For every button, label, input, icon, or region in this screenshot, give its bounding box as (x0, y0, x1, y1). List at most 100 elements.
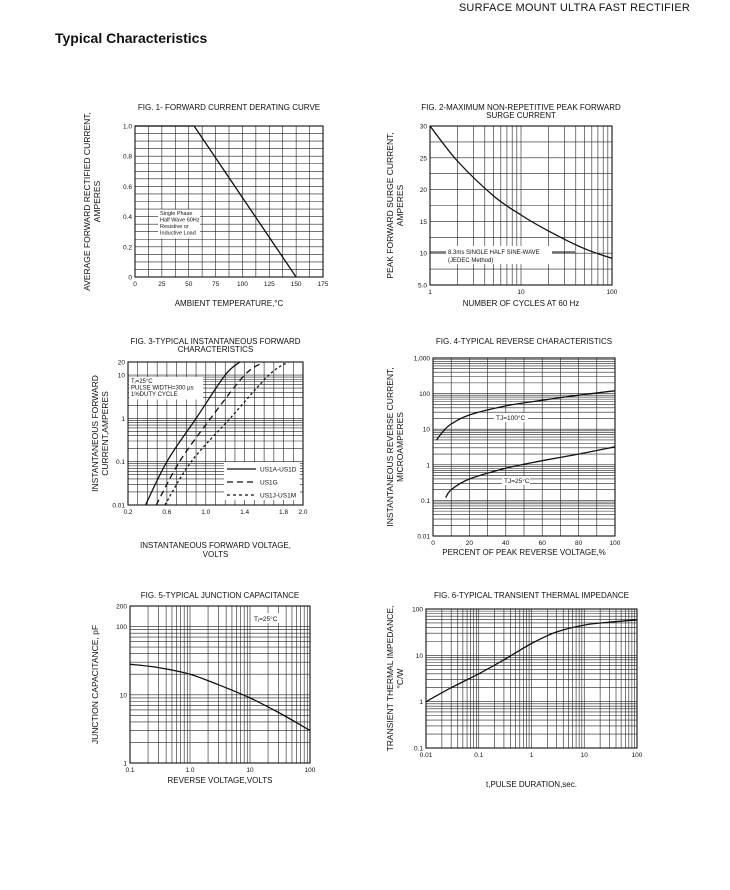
x-tick-label: 0.1 (474, 752, 483, 759)
y-tick-label: 0 (128, 275, 132, 282)
series-label-tj100: TJ=100°C (496, 414, 525, 422)
chart-fig1: 0 25 50 75 100 125 150 175 0 0.2 0.4 0.6 0.8 1.0 FIG. … (82, 103, 329, 308)
x-axis-label: t,PULSE DURATION,sec. (486, 780, 577, 789)
series-line-tj-100-c (436, 390, 616, 441)
plot-frame (127, 361, 304, 506)
x-tick-label: 1.0 (201, 509, 210, 516)
y-tick-label: 1 (426, 462, 430, 469)
x-tick-label: 0.01 (420, 752, 433, 759)
y-axis-label: AMPERES (395, 184, 405, 226)
x-tick-label: 100 (237, 281, 248, 288)
y-tick-label: 0.8 (123, 154, 132, 161)
x-tick-label: 1.4 (240, 509, 249, 516)
chart-title: SURGE CURRENT (486, 111, 556, 120)
x-axis-label: INSTANTANEOUS FORWARD VOLTAGE, (140, 541, 291, 550)
temperature-note: Tⱼ=25°C (254, 615, 278, 623)
x-tick-label: 10 (517, 289, 525, 296)
x-tick-label: 10 (246, 767, 254, 774)
y-axis-label: MICROAMPERES (395, 412, 405, 482)
x-axis-label: NUMBER OF CYCLES AT 60 Hz (463, 299, 580, 308)
page-header-title: SURFACE MOUNT ULTRA FAST RECTIFIER (458, 2, 690, 14)
y-tick-label: 100 (419, 391, 430, 398)
series-label-bg (502, 476, 530, 485)
series-line (129, 663, 311, 731)
chart-title: FIG. 5-TYPICAL JUNCTION CAPACITANCE (141, 591, 300, 600)
chart-fig3: 0.2 0.6 1.0 1.4 1.8 2.0 0.01 0.1 1 10 20 FIG. 3-TYP… (90, 337, 308, 559)
y-tick-label: 0.1 (116, 459, 125, 466)
y-tick-label: 0.4 (123, 214, 132, 221)
y-tick-label: 10 (120, 692, 128, 699)
y-tick-label: 10 (423, 427, 431, 434)
legend-label: US1J-US1M (260, 493, 296, 500)
series-label-bg (494, 413, 528, 422)
series-line (135, 125, 297, 278)
load-condition-note: Half Wave 60Hz (160, 218, 200, 224)
plot-frame (134, 125, 324, 278)
x-tick-label: 150 (291, 281, 302, 288)
test-condition-note: Tⱼ=25°C (131, 379, 153, 385)
x-tick-label: 0.6 (162, 509, 171, 516)
y-axis-label: °C/W (395, 669, 405, 689)
x-tick-label: 125 (264, 281, 275, 288)
chart-title: CHARACTERISTICS (178, 345, 254, 354)
chart-fig5: 0.1 1.0 10 100 1 10 100 200 FIG. 5-TYPICAL JUNCT… (90, 591, 316, 785)
x-axis-label: VOLTS (203, 550, 229, 559)
y-tick-label: 0.01 (112, 503, 125, 510)
load-condition-note: Inductive Load (160, 231, 196, 237)
x-tick-label: 0 (133, 281, 137, 288)
y-axis-label: JUNCTION CAPACITANCE, pF (90, 625, 100, 744)
x-tick-label: 100 (607, 289, 618, 296)
x-tick-label: 25 (158, 281, 166, 288)
y-tick-label: 1 (123, 761, 127, 768)
y-tick-label: 200 (116, 604, 127, 611)
series-label-tj25: TJ=25°C (504, 477, 530, 485)
x-tick-label: 100 (305, 767, 316, 774)
x-tick-label: 60 (539, 540, 547, 547)
chart-fig4: 0 20 40 60 80 100 0.01 0.1 1 10 100 1,000 FIG. 4-TYP… (385, 337, 621, 557)
y-tick-label: 20 (118, 360, 126, 367)
chart-title: FIG. 6-TYPICAL TRANSIENT THERMAL IMPEDAN… (434, 591, 629, 600)
x-tick-label: 2.0 (298, 509, 307, 516)
y-tick-label: 100 (412, 607, 423, 614)
x-tick-label: 20 (466, 540, 474, 547)
legend-label: US1A-US1D (260, 467, 297, 474)
y-tick-label: 5.0 (418, 283, 427, 290)
y-tick-label: 0.1 (414, 746, 423, 753)
y-tick-label: 1 (419, 699, 423, 706)
chart-fig2: 1 10 100 5.0 10 15 20 25 30 FIG. 2-MAXIMUM NON-RE… (385, 103, 621, 308)
series-line-us1j-us1m (164, 361, 289, 506)
y-tick-label: 10 (416, 653, 424, 660)
y-tick-label: 10 (420, 251, 428, 258)
chart-title: FIG. 2-MAXIMUM NON-REPETITIVE PEAK FORWA… (421, 103, 621, 112)
surge-note-bg (446, 246, 552, 264)
x-tick-label: 50 (185, 281, 193, 288)
temperature-note-bg (252, 613, 282, 623)
surge-note: 8.3ms SINGLE HALF SINE-WAVE (448, 250, 540, 256)
test-condition-note: 1%DUTY CYCLE (131, 392, 178, 398)
y-tick-label: 25 (420, 155, 428, 162)
x-tick-label: 1.0 (185, 767, 194, 774)
y-axis-label: INSTANTANEOUS REVERSE CURRENT, (385, 367, 395, 526)
y-axis-label: TRANSIENT THERMAL IMPEDANCE, (385, 606, 395, 752)
series-line-us1a-us1d (144, 361, 241, 506)
legend-label: US1G (260, 480, 278, 487)
plot-frame (429, 125, 613, 286)
load-condition-note: Resistive or (160, 224, 189, 230)
x-tick-label: 75 (212, 281, 220, 288)
test-condition-note-bg (129, 377, 203, 400)
x-tick-label: 1.8 (279, 509, 288, 516)
y-tick-label: 10 (118, 373, 126, 380)
test-condition-note: PULSE WIDTH=300 µs (131, 386, 194, 392)
y-tick-label: 1 (121, 416, 125, 423)
section-title: Typical Characteristics (55, 30, 208, 46)
y-tick-label: 0.6 (123, 184, 132, 191)
legend-bg (224, 462, 300, 500)
x-tick-label: 100 (610, 540, 621, 547)
y-axis-label: AMPERES (92, 180, 102, 222)
x-tick-label: 80 (575, 540, 583, 547)
chart-title: FIG. 4-TYPICAL REVERSE CHARACTERISTICS (436, 337, 612, 346)
y-tick-label: 15 (420, 219, 428, 226)
x-axis-label: PERCENT OF PEAK REVERSE VOLTAGE,% (442, 548, 606, 557)
